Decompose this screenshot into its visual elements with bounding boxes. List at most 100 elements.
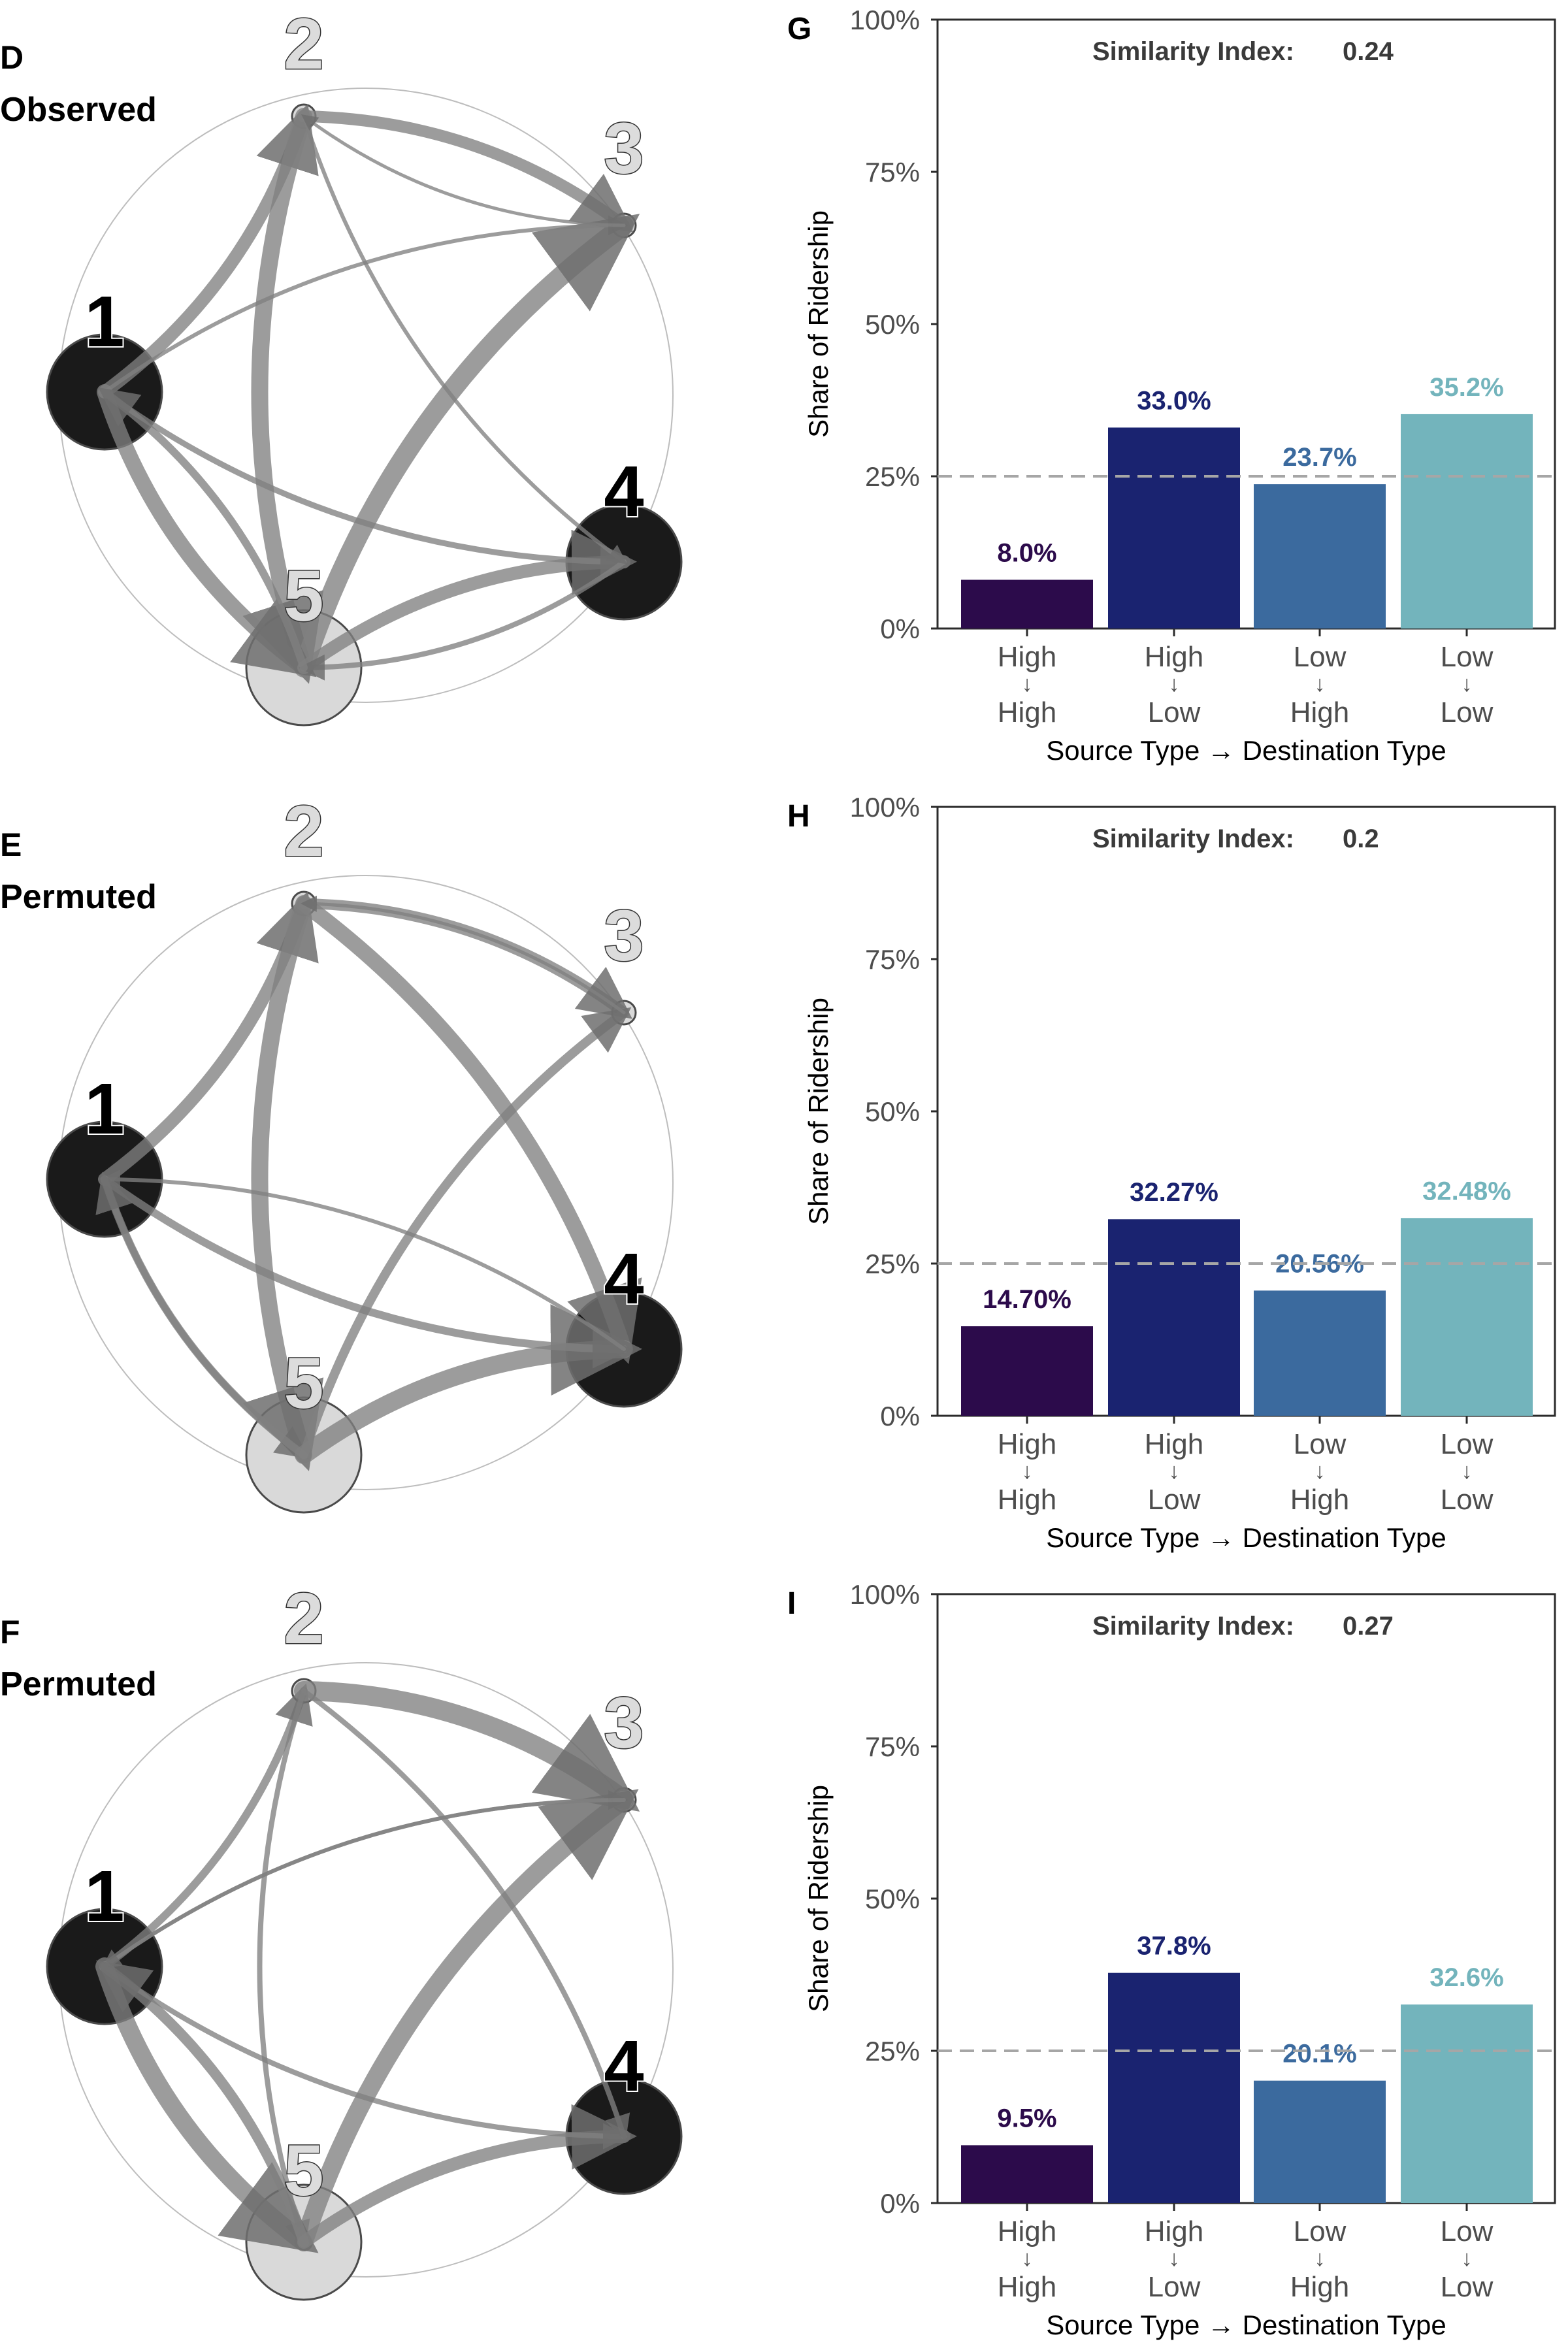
x-tick-label: ↓ bbox=[1022, 2246, 1033, 2271]
flow-5-to-4 bbox=[295, 1304, 642, 1464]
x-tick-label: High bbox=[1145, 1428, 1204, 1460]
x-tick-label: High bbox=[998, 641, 1057, 673]
flow-5-to-3 bbox=[294, 214, 640, 678]
x-tick-label: Low bbox=[1441, 2271, 1494, 2303]
x-tick-label: Low bbox=[1441, 2215, 1494, 2247]
y-tick-label: 0% bbox=[880, 2188, 920, 2219]
node-1-label: 1 bbox=[84, 282, 124, 362]
flow-5-to-4 bbox=[297, 2104, 637, 2249]
node-3-label: 3 bbox=[604, 1683, 644, 1763]
x-tick-label: High bbox=[998, 2271, 1057, 2303]
flow-1-to-4 bbox=[101, 389, 630, 577]
x-tick-label: High bbox=[1290, 1484, 1350, 1516]
bar bbox=[1401, 414, 1533, 629]
y-tick-label: 25% bbox=[865, 2036, 920, 2066]
y-tick-label: 50% bbox=[865, 309, 920, 340]
flow-3-to-2 bbox=[301, 114, 626, 227]
panel-title: Observed bbox=[0, 91, 157, 129]
bar bbox=[1401, 2004, 1533, 2203]
bar bbox=[1108, 1219, 1240, 1416]
x-axis-label: Source Type → Destination Type bbox=[1046, 735, 1446, 766]
x-tick-label: ↓ bbox=[1315, 1459, 1326, 1484]
x-tick-label: ↓ bbox=[1169, 2246, 1180, 2271]
node-2-label: 2 bbox=[284, 791, 323, 872]
network-panel: F Permuted 1 2 3 4 5 bbox=[0, 1578, 683, 2301]
bar-chart-panel: H 0% 25% 50% 75% 100% Share of Ridership Simila… bbox=[787, 792, 1556, 1553]
bar-chart-panel: I 0% 25% 50% 75% 100% Share of Ridership Simila… bbox=[787, 1579, 1556, 2340]
node-5-label: 5 bbox=[284, 556, 323, 636]
bar-chart-panel: G 0% 25% 50% 75% 100% Share of Ridership Simila… bbox=[787, 5, 1556, 766]
flow-2-to-5 bbox=[242, 895, 324, 1471]
bar bbox=[961, 2145, 1093, 2203]
panel-letter: G bbox=[787, 12, 811, 46]
panel-letter: D bbox=[0, 39, 24, 76]
bar-value-label: 23.7% bbox=[1282, 443, 1356, 472]
flow-4-to-5 bbox=[299, 559, 627, 681]
x-tick-label: ↓ bbox=[1022, 672, 1033, 696]
y-tick-label: 25% bbox=[865, 1249, 920, 1279]
bar-value-label: 35.2% bbox=[1429, 373, 1503, 402]
y-tick-label: 100% bbox=[850, 5, 920, 35]
similarity-index-label: Similarity Index: bbox=[1092, 825, 1294, 853]
flow-3-to-1 bbox=[101, 1798, 626, 1969]
network-panel: E Permuted 1 2 3 4 5 bbox=[0, 791, 683, 1514]
x-tick-label: Low bbox=[1148, 1484, 1201, 1516]
x-tick-label: Low bbox=[1441, 1428, 1494, 1460]
panel-letter: I bbox=[787, 1586, 796, 1621]
bar bbox=[961, 1326, 1093, 1416]
x-tick-label: Low bbox=[1294, 641, 1347, 673]
bar-value-label: 9.5% bbox=[997, 2104, 1056, 2132]
x-tick-label: ↓ bbox=[1022, 1459, 1033, 1484]
flow-1-to-5 bbox=[95, 1957, 319, 2253]
bar-value-label: 37.8% bbox=[1137, 1932, 1211, 1961]
x-tick-label: High bbox=[998, 696, 1057, 728]
y-tick-label: 75% bbox=[865, 157, 920, 188]
x-tick-label: ↓ bbox=[1315, 2246, 1326, 2271]
node-2-label: 2 bbox=[284, 4, 323, 84]
x-tick-label: High bbox=[1145, 641, 1204, 673]
panel-letter: F bbox=[0, 1614, 20, 1650]
similarity-index-value: 0.27 bbox=[1343, 1612, 1394, 1641]
y-axis-label: Share of Ridership bbox=[803, 998, 834, 1225]
x-tick-label: ↓ bbox=[1462, 672, 1473, 696]
x-tick-label: High bbox=[1290, 696, 1350, 728]
bar bbox=[1254, 484, 1386, 629]
bar-value-label: 14.70% bbox=[983, 1285, 1071, 1314]
x-tick-label: High bbox=[998, 1428, 1057, 1460]
flow-5-to-1 bbox=[96, 1960, 309, 2247]
y-axis-label: Share of Ridership bbox=[803, 1785, 834, 2012]
flow-1-to-3 bbox=[103, 216, 628, 394]
x-tick-label: Low bbox=[1294, 2215, 1347, 2247]
flow-4-to-1 bbox=[101, 1169, 626, 1351]
x-tick-label: High bbox=[998, 1484, 1057, 1516]
flow-2-to-5 bbox=[242, 108, 324, 684]
node-3-label: 3 bbox=[604, 896, 644, 976]
bar bbox=[1254, 2080, 1386, 2203]
panel-letter: H bbox=[787, 799, 810, 834]
bar-value-label: 32.48% bbox=[1422, 1177, 1511, 1205]
x-tick-label: High bbox=[1290, 2271, 1350, 2303]
node-5-label: 5 bbox=[284, 2131, 323, 2211]
similarity-index-label: Similarity Index: bbox=[1092, 37, 1294, 66]
node-3-label: 3 bbox=[604, 108, 644, 189]
y-tick-label: 0% bbox=[880, 613, 920, 644]
similarity-index-label: Similarity Index: bbox=[1092, 1612, 1294, 1641]
flow-2-to-4 bbox=[301, 1688, 630, 2142]
similarity-index-value: 0.2 bbox=[1343, 825, 1379, 853]
x-tick-label: Low bbox=[1441, 641, 1494, 673]
node-4-label: 4 bbox=[604, 1239, 644, 1319]
flow-1-to-5 bbox=[97, 384, 317, 678]
node-4-label: 4 bbox=[604, 451, 644, 532]
panel-title: Permuted bbox=[0, 1665, 157, 1703]
flow-1-to-4 bbox=[101, 1175, 632, 1369]
y-tick-label: 50% bbox=[865, 1884, 920, 1914]
bar bbox=[1108, 427, 1240, 629]
x-tick-label: High bbox=[1145, 2215, 1204, 2247]
network-panel: D Observed 1 2 3 4 5 bbox=[0, 3, 683, 727]
x-tick-label: Low bbox=[1441, 1484, 1494, 1516]
flow-2-to-3 bbox=[294, 1681, 640, 1812]
flow-3-to-2 bbox=[301, 895, 626, 1015]
bar-value-label: 32.6% bbox=[1429, 1963, 1503, 1992]
similarity-index-value: 0.24 bbox=[1343, 37, 1394, 66]
